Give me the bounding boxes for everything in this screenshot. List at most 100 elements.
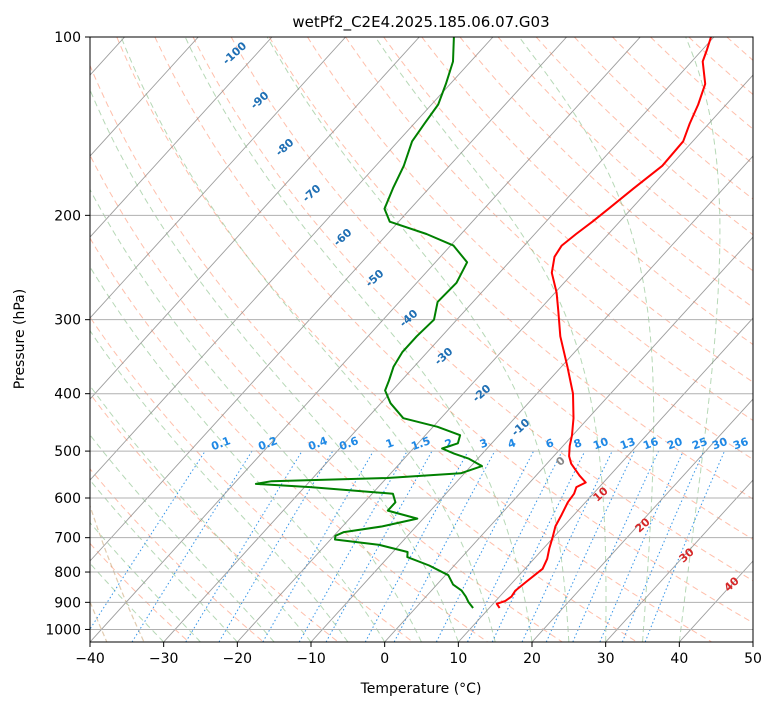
dry-adiabat: [459, 37, 753, 309]
isotherm-line: [90, 37, 346, 319]
mixing-ratio-line: [298, 450, 408, 642]
mixing-ratio-label: 30: [710, 435, 729, 453]
dry-adiabat: [192, 37, 753, 582]
dry-adiabat: [268, 37, 753, 500]
mixing-ratio-line: [599, 450, 684, 642]
x-tick-label: −30: [149, 651, 179, 667]
isotherm-line: [90, 37, 420, 400]
mixing-ratio-label: 0.1: [209, 434, 232, 453]
dry-adiabat: [90, 316, 414, 642]
dry-adiabat: [90, 154, 563, 642]
mixing-ratio-label: 0.2: [256, 434, 279, 453]
mixing-ratio-label: 4: [506, 436, 518, 451]
mixing-ratio-label: 6: [544, 436, 556, 451]
mixing-ratio-label: 0.4: [306, 434, 329, 453]
y-tick-label: 900: [54, 595, 81, 611]
moist-adiabat: [184, 37, 533, 642]
mixing-ratio-line: [572, 450, 660, 642]
y-tick-label: 600: [54, 491, 81, 507]
mixing-ratio-label: 8: [572, 436, 584, 451]
x-tick-label: 20: [523, 651, 541, 667]
y-tick-label: 700: [54, 531, 81, 547]
saturation-curve: [90, 503, 145, 642]
dry-adiabat: [116, 37, 712, 642]
mixing-ratio-label: 3: [478, 436, 490, 451]
sounding-profiles: [254, 37, 712, 609]
mixing-ratio-line: [90, 450, 206, 631]
dry-adiabat: [574, 37, 753, 200]
mixing-ratio-line: [131, 450, 253, 642]
mixing-ratio-line: [621, 450, 705, 642]
moist-adiabat: [90, 188, 422, 642]
y-axis-label: Pressure (hPa): [12, 289, 28, 389]
saturation-curve: [0, 37, 70, 642]
chart-title: wetPf2_C2E4.2025.185.06.07.G03: [292, 13, 549, 32]
mixing-ratio-label: 1.5: [409, 434, 432, 453]
axis-ticks: −40 −30 −20 −10 0 10 20 30 40 5010020030040050060…: [45, 30, 762, 667]
y-tick-label: 500: [54, 444, 81, 460]
mixing-ratio-line: [325, 450, 433, 642]
mixing-ratio-line: [185, 450, 303, 642]
isotherm-line: [384, 236, 753, 642]
x-tick-label: 40: [670, 651, 688, 667]
x-tick-label: 0: [380, 651, 389, 667]
mixing-ratio-label: 0.6: [337, 434, 360, 453]
temperature-profile: [495, 37, 712, 609]
moist-adiabat: [120, 37, 496, 642]
x-tick-label: 10: [449, 651, 467, 667]
mixing-ratio-label: 36: [731, 435, 750, 453]
x-tick-label: 50: [744, 651, 762, 667]
isotherm-line: [237, 74, 753, 642]
isotherm-line: [752, 641, 753, 642]
mixing-ratio-line: [435, 450, 535, 642]
isotherm-line: [90, 37, 494, 481]
isotherm-line: [90, 37, 641, 642]
dry-adiabat: [90, 64, 638, 642]
dry-adiabat: [230, 37, 753, 541]
mixing-ratio-line: [393, 450, 496, 642]
mixing-ratio-label: 1: [384, 436, 396, 451]
moist-adiabat: [374, 37, 607, 642]
plot-frame: [89, 36, 754, 643]
dry-adiabat: [154, 37, 753, 624]
dry-adiabat: [345, 37, 753, 422]
mixing-ratio-line: [467, 450, 563, 642]
isotherm-line: [163, 37, 715, 642]
moist-adiabat: [90, 265, 386, 642]
mixing-ratio-label: 13: [618, 435, 637, 452]
y-tick-label: 800: [54, 565, 81, 581]
isotherm-line: [605, 479, 753, 642]
isotherm-line: [531, 398, 753, 642]
mixing-ratio-label: 20: [665, 435, 684, 453]
y-tick-label: 300: [54, 313, 81, 329]
y-tick-label: 1000: [45, 622, 81, 638]
isotherm-line: [458, 317, 753, 642]
dry-adiabat: [421, 37, 753, 346]
dry-adiabat: [383, 37, 753, 383]
background-lines: [0, 37, 775, 642]
moist-adiabat: [90, 88, 459, 642]
x-tick-label: −20: [223, 651, 253, 667]
moist-adiabat: [518, 37, 655, 642]
dry-adiabat: [535, 37, 753, 236]
isotherm-line: [90, 37, 199, 157]
mixing-ratio-label: 25: [690, 435, 709, 452]
isotherm-line: [90, 37, 567, 562]
dry-adiabat: [765, 37, 775, 642]
mixing-ratio-label: 16: [641, 435, 660, 453]
y-tick-label: 100: [54, 30, 81, 46]
y-tick-label: 200: [54, 208, 81, 224]
moist-adiabat: [266, 37, 570, 642]
isotherm-line: [90, 37, 273, 238]
x-tick-label: −40: [75, 651, 105, 667]
x-tick-label: −10: [296, 651, 326, 667]
dewpoint-profile: [254, 37, 483, 609]
mixing-ratio-label: 2: [443, 436, 455, 451]
mixing-ratio-label: 10: [591, 435, 610, 453]
moist-adiabat: [678, 37, 721, 642]
mixing-ratio-line: [364, 450, 469, 642]
x-axis-label: Temperature (°C): [360, 681, 482, 697]
x-tick-label: 30: [597, 651, 615, 667]
y-tick-label: 400: [54, 387, 81, 403]
